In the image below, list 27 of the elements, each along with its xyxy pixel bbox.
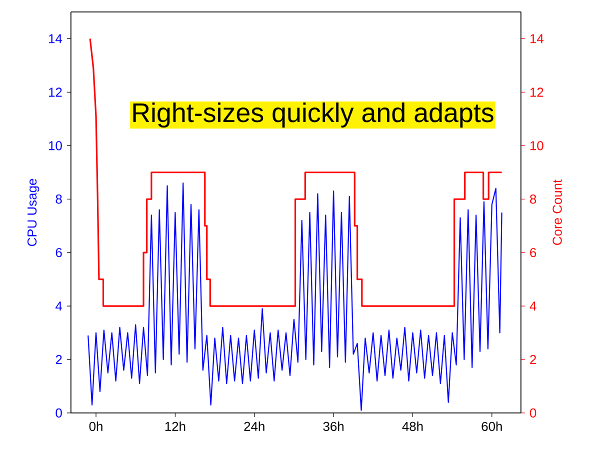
y2-tick-label: 0: [530, 408, 536, 418]
y-tick-label: 10: [49, 141, 62, 150]
x-tick-label: 0h: [89, 421, 102, 432]
x-tick-label: 24h: [244, 421, 264, 431]
y-tick-label: 2: [56, 354, 62, 364]
y2-tick-label: 14: [530, 34, 544, 44]
y-tick-label: 6: [56, 248, 62, 258]
x-tick-label: 48h: [402, 421, 423, 432]
y2-tick-label: 2: [530, 354, 536, 364]
line-series: [89, 38, 503, 307]
y-tick-label: 14: [49, 34, 62, 44]
x-tick-label: 36h: [323, 421, 344, 432]
y2-tick-label: 12: [530, 88, 544, 97]
y-tick-label: 8: [56, 194, 62, 204]
x-tick-label: 60h: [482, 421, 502, 432]
x-tick-label: 12h: [165, 421, 186, 431]
line-series: [88, 182, 502, 411]
annotation: Right-sizes quickly and adapts: [133, 102, 494, 128]
y-tick-label: 0: [56, 408, 62, 418]
y2-axis-title: Core Count: [552, 179, 562, 245]
y-tick-label: 4: [56, 302, 62, 311]
y2-tick-label: 4: [530, 302, 536, 311]
y2-tick-label: 10: [530, 141, 544, 150]
y2-tick-label: 6: [530, 248, 536, 258]
y2-tick-label: 8: [530, 194, 536, 204]
y-axis-title: CPU Usage: [27, 178, 40, 246]
y-tick-label: 12: [49, 88, 62, 97]
